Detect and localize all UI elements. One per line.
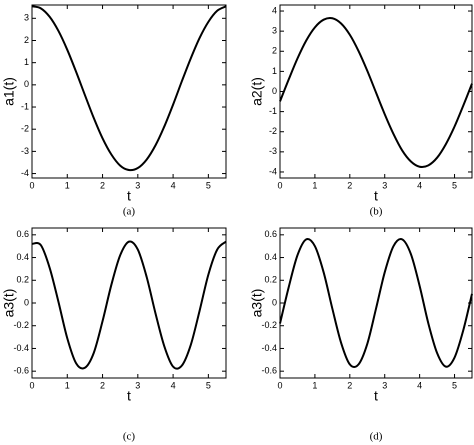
y-tick-label: -1: [21, 101, 29, 111]
x-tick-label: 3: [382, 180, 387, 190]
y-tick-label: -0.2: [13, 320, 29, 330]
x-tick-label: 4: [417, 180, 422, 190]
y-tick-label: 0.4: [16, 252, 29, 262]
x-tick-label: 2: [100, 380, 105, 390]
y-axis-label: a3(t): [1, 289, 17, 318]
x-tick-label: 4: [417, 380, 422, 390]
y-tick-label: -0.6: [13, 366, 29, 376]
x-tick-label: 3: [135, 180, 140, 190]
y-tick-label: 0.2: [264, 275, 277, 285]
y-tick-label: 0.6: [16, 229, 29, 239]
y-tick-label: 2: [24, 35, 29, 45]
caption: (a): [123, 206, 136, 218]
x-tick-label: 2: [347, 180, 352, 190]
x-tick-label: 5: [452, 380, 457, 390]
x-tick-label: 1: [312, 380, 317, 390]
y-axis-label: a2(t): [249, 77, 265, 106]
y-tick-label: 0: [24, 79, 29, 89]
y-axis-label: a1(t): [1, 77, 17, 106]
x-axis-label: t: [374, 188, 378, 204]
caption: (d): [370, 431, 383, 443]
plot-frame: [31, 4, 227, 179]
y-tick-label: -2: [269, 126, 277, 136]
y-tick-label: 0.4: [264, 252, 277, 262]
y-tick-label: -4: [21, 168, 29, 178]
y-tick-label: 3: [272, 26, 277, 36]
y-tick-label: -0.4: [261, 343, 277, 353]
data-line: [279, 17, 473, 168]
x-tick-label: 2: [100, 180, 105, 190]
x-tick-label: 3: [382, 380, 387, 390]
x-tick-label: 1: [65, 380, 70, 390]
x-tick-label: 4: [171, 380, 176, 390]
plot-frame: [279, 227, 473, 379]
x-axis-label: t: [127, 188, 131, 204]
y-tick-label: -3: [21, 146, 29, 156]
caption: (c): [123, 431, 136, 443]
x-tick-label: 5: [206, 180, 211, 190]
y-tick-label: -2: [21, 124, 29, 134]
y-tick-label: -3: [269, 146, 277, 156]
y-tick-label: 4: [272, 5, 277, 15]
caption: (b): [370, 206, 383, 218]
x-tick-label: 0: [277, 380, 282, 390]
y-tick-label: -0.6: [261, 366, 277, 376]
x-tick-label: 4: [171, 180, 176, 190]
y-tick-label: -1: [269, 106, 277, 116]
x-tick-label: 0: [29, 180, 34, 190]
y-tick-label: 0: [272, 297, 277, 307]
y-tick-label: 1: [24, 57, 29, 67]
data-line: [279, 237, 473, 368]
x-axis-label: t: [127, 388, 131, 404]
y-tick-label: 0.6: [264, 229, 277, 239]
x-tick-label: 0: [277, 180, 282, 190]
plot-frame: [31, 227, 227, 379]
y-tick-label: 0.2: [16, 275, 29, 285]
y-tick-label: 0: [272, 86, 277, 96]
x-tick-label: 1: [65, 180, 70, 190]
y-tick-label: 3: [24, 13, 29, 23]
x-tick-label: 0: [29, 380, 34, 390]
y-tick-label: -0.2: [261, 320, 277, 330]
x-tick-label: 5: [206, 380, 211, 390]
x-tick-label: 3: [135, 380, 140, 390]
data-line: [31, 5, 227, 172]
y-tick-label: 0: [24, 297, 29, 307]
x-tick-label: 1: [312, 180, 317, 190]
y-axis-label: a3(t): [249, 289, 265, 318]
x-tick-label: 2: [347, 380, 352, 390]
y-tick-label: 2: [272, 46, 277, 56]
y-tick-label: 1: [272, 66, 277, 76]
data-line: [31, 240, 227, 370]
x-tick-label: 5: [452, 180, 457, 190]
x-axis-label: t: [374, 388, 378, 404]
y-tick-label: -0.4: [13, 343, 29, 353]
y-tick-label: -4: [269, 166, 277, 176]
